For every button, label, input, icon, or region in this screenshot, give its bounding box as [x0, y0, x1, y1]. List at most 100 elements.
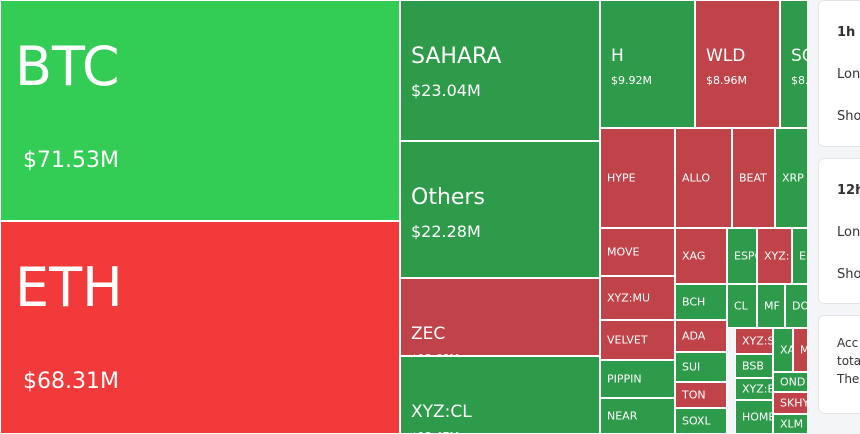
- treemap-tile[interactable]: ALLO: [675, 128, 732, 228]
- treemap-tile[interactable]: WLD $8.96M: [695, 0, 780, 128]
- tile-value: $22.28M: [411, 222, 481, 242]
- tile-label: ETH: [15, 255, 123, 319]
- card-text: tota: [837, 354, 860, 368]
- tile-label: BSB: [742, 359, 764, 373]
- tile-label: CL: [734, 299, 748, 313]
- tile-label: ESPO: [734, 249, 756, 263]
- tile-label: OND: [780, 375, 806, 389]
- treemap-tile[interactable]: ETH $68.31M: [0, 221, 400, 434]
- treemap-tile[interactable]: PIPPIN: [600, 360, 675, 398]
- tile-value: $8.: [791, 74, 808, 88]
- tile-label: SKHY: [780, 396, 808, 410]
- tile-label: XYZ:: [764, 249, 790, 263]
- treemap-tile[interactable]: E: [792, 228, 808, 284]
- treemap-tile[interactable]: DO: [785, 284, 808, 328]
- treemap-tile[interactable]: VELVET: [600, 320, 675, 360]
- treemap-tile[interactable]: SO $8.: [780, 0, 808, 128]
- treemap-tile[interactable]: BCH: [675, 284, 727, 320]
- tile-label: HYPE: [607, 171, 636, 185]
- panel-card: 12h Lon Sho: [818, 158, 860, 304]
- tile-value: $9.92M: [611, 74, 652, 88]
- tile-label: Others: [411, 184, 485, 210]
- tile-label: BEAT: [739, 171, 767, 185]
- tile-label: MOVE: [607, 245, 640, 259]
- tile-label: PIPPIN: [607, 372, 642, 386]
- treemap-tile[interactable]: OND: [773, 372, 808, 392]
- treemap-tile[interactable]: XAG: [675, 228, 727, 284]
- treemap-tile[interactable]: MF: [757, 284, 785, 328]
- tile-value: $12.47M: [411, 430, 459, 433]
- treemap-tile[interactable]: XYZ:: [757, 228, 792, 284]
- tile-label: XYZ:S: [742, 334, 773, 348]
- card-text: Lon: [837, 67, 860, 82]
- tile-label: XYZ:MU: [607, 291, 651, 305]
- tile-label: H: [611, 45, 624, 66]
- card-text: Lon: [837, 225, 860, 240]
- treemap-tile[interactable]: MOVE: [600, 228, 675, 276]
- tile-label: XA: [780, 343, 792, 357]
- tile-label: BCH: [682, 295, 706, 309]
- card-text: Sho: [837, 109, 860, 124]
- treemap-tile[interactable]: XA: [773, 328, 793, 372]
- tile-label: ALLO: [682, 171, 711, 185]
- tile-label: WLD: [706, 45, 746, 66]
- treemap-tile[interactable]: SKHY: [773, 392, 808, 414]
- card-text: Acc: [837, 336, 859, 350]
- treemap-tile[interactable]: BSB: [735, 354, 773, 378]
- tile-label: SO: [791, 45, 807, 66]
- panel-card: 1h Lon Sho: [818, 0, 860, 147]
- treemap-tile[interactable]: ZEC $12.68M: [400, 278, 600, 356]
- card-text: 1h: [837, 25, 856, 40]
- treemap-tile[interactable]: SUI: [675, 352, 727, 382]
- tile-value: $12.68M: [411, 352, 459, 355]
- treemap-tile[interactable]: XRP: [775, 128, 808, 228]
- tile-label: E: [799, 249, 806, 263]
- tile-label: NEAR: [607, 409, 638, 423]
- tile-label: SUI: [682, 360, 701, 374]
- treemap-tile[interactable]: HYPE: [600, 128, 675, 228]
- tile-label: SAHARA: [411, 43, 502, 69]
- treemap-tile[interactable]: XYZ:CL $12.47M: [400, 356, 600, 434]
- tile-value: $71.53M: [23, 147, 119, 173]
- treemap-tile[interactable]: NEAR: [600, 398, 675, 434]
- card-text: Sho: [837, 267, 860, 282]
- tile-label: XAG: [682, 249, 706, 263]
- tile-label: XLM: [780, 417, 804, 431]
- panel-card: Acc tota The: [818, 315, 860, 414]
- card-text: 12h: [837, 183, 860, 198]
- tile-label: XYZ:E: [742, 382, 773, 396]
- treemap-tile[interactable]: BTC $71.53M: [0, 0, 400, 221]
- tile-label: M: [800, 344, 807, 357]
- tile-label: TON: [682, 388, 706, 402]
- card-text: The: [837, 372, 860, 386]
- treemap-tile[interactable]: TON: [675, 382, 727, 408]
- treemap-tile[interactable]: M: [793, 328, 808, 372]
- tile-value: $8.96M: [706, 74, 747, 88]
- tile-label: DO: [792, 299, 808, 313]
- treemap-tile[interactable]: ESPO: [727, 228, 757, 284]
- tile-label: XYZ:CL: [411, 401, 472, 422]
- treemap-tile[interactable]: SAHARA $23.04M: [400, 0, 600, 141]
- tile-value: $68.31M: [23, 368, 119, 394]
- tile-label: BTC: [15, 34, 120, 98]
- tile-label: XRP: [782, 171, 804, 185]
- treemap-tile[interactable]: HOME: [735, 400, 773, 434]
- treemap-tile[interactable]: XYZ:S: [735, 328, 773, 354]
- tile-value: $23.04M: [411, 81, 481, 101]
- treemap-tile[interactable]: XLM: [773, 414, 808, 434]
- treemap-tile[interactable]: ADA: [675, 320, 727, 352]
- tile-label: ADA: [682, 329, 706, 343]
- treemap-tile[interactable]: Others $22.28M: [400, 141, 600, 278]
- treemap-tile[interactable]: XYZ:E: [735, 378, 773, 400]
- treemap-tile[interactable]: CL: [727, 284, 757, 328]
- tile-label: MF: [764, 299, 780, 313]
- tile-label: HOME: [742, 410, 773, 424]
- tile-label: ZEC: [411, 323, 446, 344]
- treemap-tile[interactable]: SOXL: [675, 408, 727, 434]
- treemap-tile[interactable]: BEAT: [732, 128, 775, 228]
- treemap-tile[interactable]: H $9.92M: [600, 0, 695, 128]
- tile-label: VELVET: [607, 333, 648, 347]
- tile-label: SOXL: [682, 414, 711, 428]
- treemap-tile[interactable]: XYZ:MU: [600, 276, 675, 320]
